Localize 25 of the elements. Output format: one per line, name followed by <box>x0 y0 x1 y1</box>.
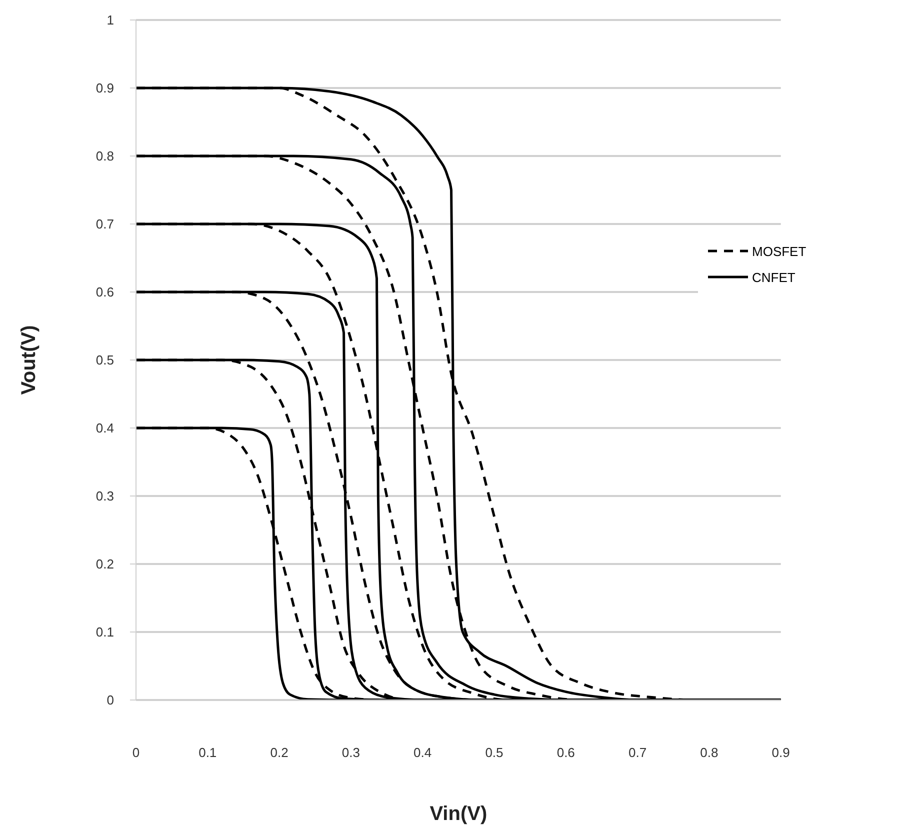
y-tick-label: 0.2 <box>96 556 114 572</box>
y-tick-label: 0.5 <box>96 352 114 368</box>
y-tick-label: 0.4 <box>96 420 114 436</box>
legend-label: MOSFET <box>752 244 806 258</box>
x-tick-label: 0 <box>132 745 140 760</box>
x-tick-label: 0.2 <box>270 745 288 760</box>
x-axis-title: Vin(V) <box>430 803 488 825</box>
y-tick-label: 0.6 <box>96 284 114 300</box>
y-tick-label: 0.7 <box>96 216 114 232</box>
y-axis-title: Vout(V) <box>18 325 40 395</box>
x-tick-label: 0.8 <box>700 745 718 760</box>
y-tick-label: 0.3 <box>96 488 114 504</box>
x-tick-label: 0.3 <box>342 745 360 760</box>
y-tick-label: 1 <box>106 12 114 28</box>
y-tick-label: 0 <box>106 692 114 708</box>
x-tick-label: 0.4 <box>414 745 432 760</box>
y-tick-label: 0.1 <box>96 624 114 640</box>
x-tick-label: 0.6 <box>556 745 575 760</box>
y-tick-label: 0.9 <box>96 80 114 96</box>
x-tick-label: 0.9 <box>772 745 790 760</box>
legend-label: CNFET <box>752 270 796 284</box>
x-tick-label: 0.7 <box>628 745 647 760</box>
x-tick-label: 0.1 <box>198 745 217 760</box>
y-tick-label: 0.8 <box>96 148 114 164</box>
x-tick-label: 0.5 <box>485 745 504 760</box>
